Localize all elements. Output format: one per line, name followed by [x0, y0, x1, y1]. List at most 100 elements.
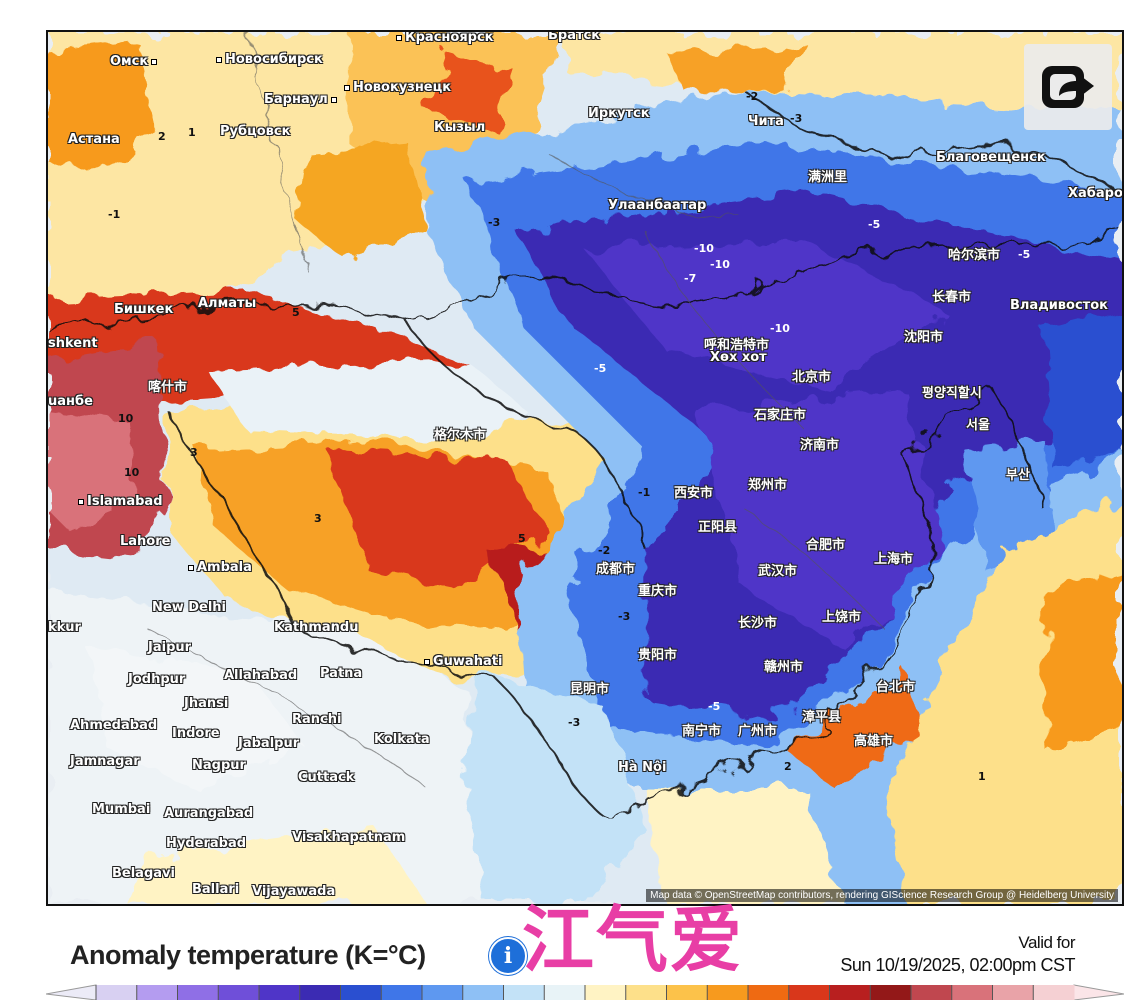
city-label: Алматы: [198, 296, 257, 311]
contour-label: -7: [684, 272, 697, 285]
city-label: 沈阳市: [904, 330, 944, 345]
city-label: 贵阳市: [638, 648, 678, 663]
city-label: Cuttack: [298, 770, 355, 785]
scale-swatch: [992, 985, 1034, 1000]
city-label: Ranchi: [292, 712, 342, 727]
watermark-text: 江气爱: [522, 898, 745, 982]
map-view[interactable]: Красноярск Братск Омск Новосибирск Барна…: [46, 30, 1124, 906]
contour-label: -3: [790, 112, 803, 125]
city-label: 长沙市: [738, 616, 778, 631]
city-label: Jodhpur: [128, 672, 186, 687]
scale-swatch: [544, 985, 586, 1000]
city-label: Улаанбаатар: [608, 198, 707, 213]
city-label: Mumbai: [92, 802, 151, 817]
share-button[interactable]: [1024, 44, 1112, 130]
city-label: 重庆市: [638, 584, 678, 599]
scale-swatch: [340, 985, 382, 1000]
scale-swatch: [870, 985, 912, 1000]
contour-label: -1: [108, 208, 121, 221]
contour-label: -2: [598, 544, 611, 557]
city-label: 格尔木市: [434, 428, 487, 443]
city-label: 郑州市: [748, 478, 788, 493]
city-label: Indore: [172, 726, 220, 741]
city-label: Хабаро: [1068, 186, 1123, 201]
scale-swatch: [829, 985, 871, 1000]
scale-max-arrow: [1073, 984, 1124, 1000]
city-label: Кызыл: [434, 120, 486, 135]
city-label: Ballari: [192, 882, 240, 897]
contour-label: -5: [594, 362, 607, 375]
city-label: Омск: [110, 54, 158, 69]
city-label: New Delhi: [152, 600, 227, 615]
city-label: 呼和浩特市: [704, 338, 770, 353]
city-label: 广州市: [738, 724, 778, 739]
contour-label: 1: [188, 126, 196, 139]
city-label: Lahore: [120, 534, 171, 549]
city-label: Братск: [548, 30, 601, 43]
scale-swatch: [299, 985, 341, 1000]
contour-label: -3: [568, 716, 581, 729]
city-label: 西安市: [674, 486, 714, 501]
city-label: Благовещенск: [936, 150, 1046, 165]
contour-label: 10: [124, 466, 140, 479]
scale-swatch: [1033, 985, 1075, 1000]
color-scale-bar: [46, 984, 1124, 1000]
contour-label: 5: [518, 532, 526, 545]
scale-swatch: [911, 985, 953, 1000]
city-label: Patna: [320, 666, 363, 681]
contour-label: 1: [978, 770, 986, 783]
city-label: 喀什市: [148, 380, 188, 395]
map-attribution[interactable]: Map data © OpenStreetMap contributors, r…: [646, 889, 1118, 902]
scale-swatch: [748, 985, 790, 1000]
scale-swatch: [585, 985, 627, 1000]
contour-label: -3: [618, 610, 631, 623]
city-label: Jamnagar: [70, 754, 140, 769]
legend-title: Anomaly temperature (K=°C): [70, 940, 426, 970]
city-label: Jabalpur: [238, 736, 300, 751]
scale-swatch: [218, 985, 260, 1000]
scale-min-arrow: [46, 984, 97, 1000]
contour-label: -3: [488, 216, 501, 229]
city-label: Новокузнецк: [344, 80, 451, 95]
city-label: Бишкек: [114, 302, 174, 317]
share-arrow-icon: [1042, 66, 1094, 108]
city-label: 济南市: [800, 438, 840, 453]
valid-time: Valid for Sun 10/19/2025, 02:00pm CST: [840, 932, 1075, 976]
scale-swatch: [259, 985, 301, 1000]
contour-label: -5: [708, 700, 721, 713]
city-label: Jhansi: [184, 696, 229, 711]
contour-label: 3: [190, 446, 198, 459]
city-label: Jaipur: [148, 640, 192, 655]
city-label: 赣州市: [764, 660, 804, 675]
contour-label: -10: [710, 258, 730, 271]
city-label: 哈尔滨市: [948, 248, 1001, 263]
city-label: 成都市: [596, 562, 636, 577]
scale-swatch: [666, 985, 708, 1000]
city-label: kkur: [48, 620, 81, 635]
valid-for-label: Valid for: [1018, 933, 1075, 952]
scale-swatch: [177, 985, 219, 1000]
scale-swatch: [381, 985, 423, 1000]
contour-label: -10: [770, 322, 790, 335]
scale-swatch: [96, 985, 138, 1000]
info-icon[interactable]: i: [489, 937, 527, 975]
contour-label: 2: [158, 130, 166, 143]
city-label: 昆明市: [570, 682, 610, 697]
city-label: Ambala: [188, 560, 252, 575]
city-label: 合肥市: [806, 538, 846, 553]
city-label: 武汉市: [758, 564, 798, 579]
city-label: Nagpur: [192, 758, 246, 773]
city-label: Барнаул: [264, 92, 337, 107]
valid-datetime: Sun 10/19/2025, 02:00pm CST: [840, 955, 1075, 975]
city-label: 北京市: [792, 370, 832, 385]
scale-swatch: [707, 985, 749, 1000]
city-label: Kathmandu: [274, 620, 359, 635]
city-label: Aurangabad: [164, 806, 254, 821]
contour-label: 3: [314, 512, 322, 525]
scale-swatch: [788, 985, 830, 1000]
contour-label: -10: [694, 242, 714, 255]
scale-swatch: [951, 985, 993, 1000]
city-label: 台北市: [876, 680, 916, 695]
city-label: 高雄市: [854, 734, 894, 749]
city-label: 漳平县: [802, 710, 842, 725]
